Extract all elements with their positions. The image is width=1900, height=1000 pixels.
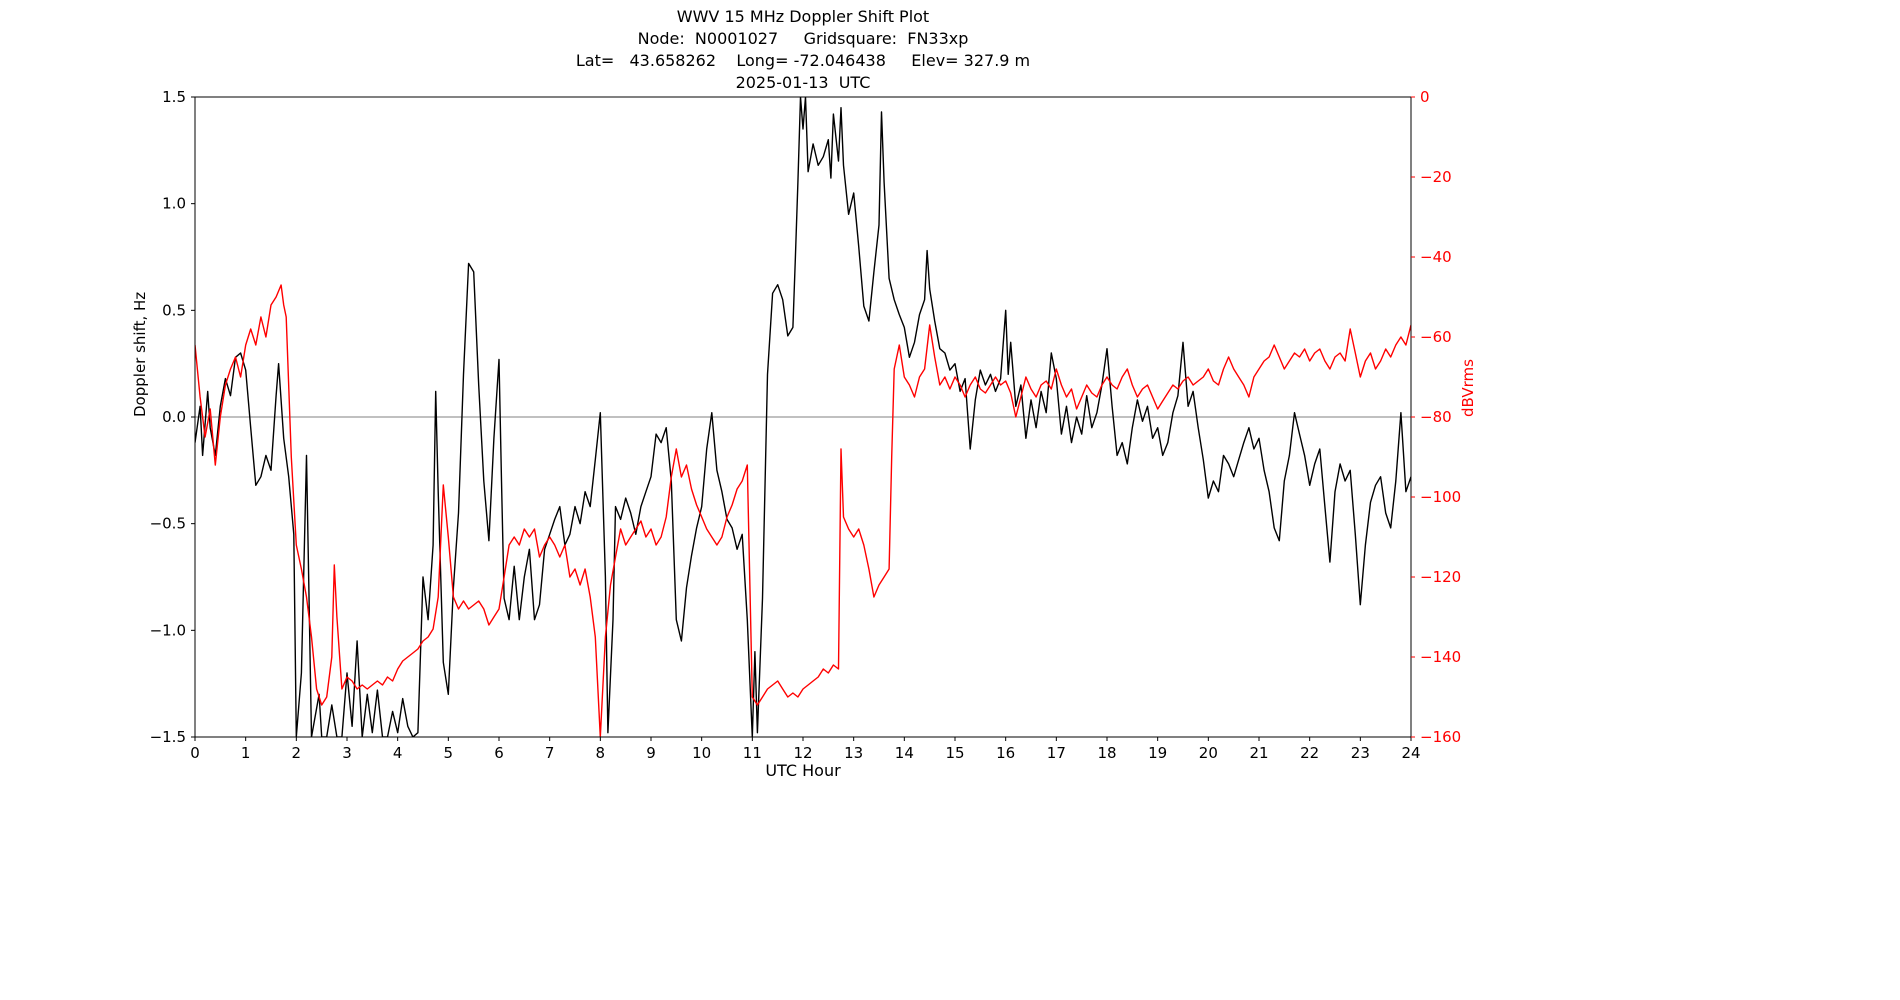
y-left-tick-label: 0.0 xyxy=(162,408,186,426)
y-right-tick-label: −60 xyxy=(1420,328,1452,346)
y-right-tick-label: −120 xyxy=(1420,568,1461,586)
x-tick-label: 20 xyxy=(1199,744,1218,762)
y-right-tick-label: −40 xyxy=(1420,248,1452,266)
y-right-tick-label: −100 xyxy=(1420,488,1461,506)
y-left-tick-label: 0.5 xyxy=(162,301,186,319)
x-tick-label: 24 xyxy=(1401,744,1420,762)
x-tick-label: 23 xyxy=(1351,744,1370,762)
x-tick-label: 17 xyxy=(1047,744,1066,762)
x-tick-label: 22 xyxy=(1300,744,1319,762)
x-tick-label: 0 xyxy=(190,744,200,762)
chart-title-block: WWV 15 MHz Doppler Shift Plot Node: N000… xyxy=(195,6,1411,94)
y-left-tick-label: −1.0 xyxy=(150,621,186,639)
y-left-tick-label: −1.5 xyxy=(150,728,186,746)
y-right-tick-label: −20 xyxy=(1420,168,1452,186)
y-left-tick-label: 1.0 xyxy=(162,195,186,213)
y-right-tick-label: 0 xyxy=(1420,88,1430,106)
x-tick-label: 9 xyxy=(646,744,656,762)
y-left-tick-label: 1.5 xyxy=(162,88,186,106)
x-tick-label: 5 xyxy=(444,744,454,762)
x-tick-label: 1 xyxy=(241,744,251,762)
x-tick-label: 13 xyxy=(844,744,863,762)
x-tick-label: 2 xyxy=(292,744,302,762)
x-tick-label: 21 xyxy=(1249,744,1268,762)
x-tick-label: 14 xyxy=(895,744,914,762)
x-tick-label: 6 xyxy=(494,744,504,762)
doppler-shift-series-line xyxy=(195,97,1411,737)
x-tick-label: 3 xyxy=(342,744,352,762)
location-line: Lat= 43.658262 Long= -72.046438 Elev= 32… xyxy=(575,51,1031,70)
x-tick-label: 11 xyxy=(743,744,762,762)
y-right-tick-label: −160 xyxy=(1420,728,1461,746)
y-left-tick-label: −0.5 xyxy=(150,515,186,533)
x-tick-label: 12 xyxy=(793,744,812,762)
x-tick-label: 15 xyxy=(945,744,964,762)
x-tick-label: 7 xyxy=(545,744,555,762)
node-gridsquare-line: Node: N0001027 Gridsquare: FN33xp xyxy=(637,29,969,48)
date-line: 2025-01-13 UTC xyxy=(735,73,871,92)
chart-title: WWV 15 MHz Doppler Shift Plot xyxy=(676,7,930,26)
dbvrms-series-line xyxy=(195,284,1411,737)
x-tick-label: 18 xyxy=(1097,744,1116,762)
x-tick-label: 8 xyxy=(596,744,606,762)
x-tick-label: 19 xyxy=(1148,744,1167,762)
x-tick-label: 4 xyxy=(393,744,403,762)
y-right-tick-label: −140 xyxy=(1420,648,1461,666)
y-right-tick-label: −80 xyxy=(1420,408,1452,426)
x-tick-label: 10 xyxy=(692,744,711,762)
x-axis-label: UTC Hour xyxy=(765,761,841,780)
x-tick-label: 16 xyxy=(996,744,1015,762)
